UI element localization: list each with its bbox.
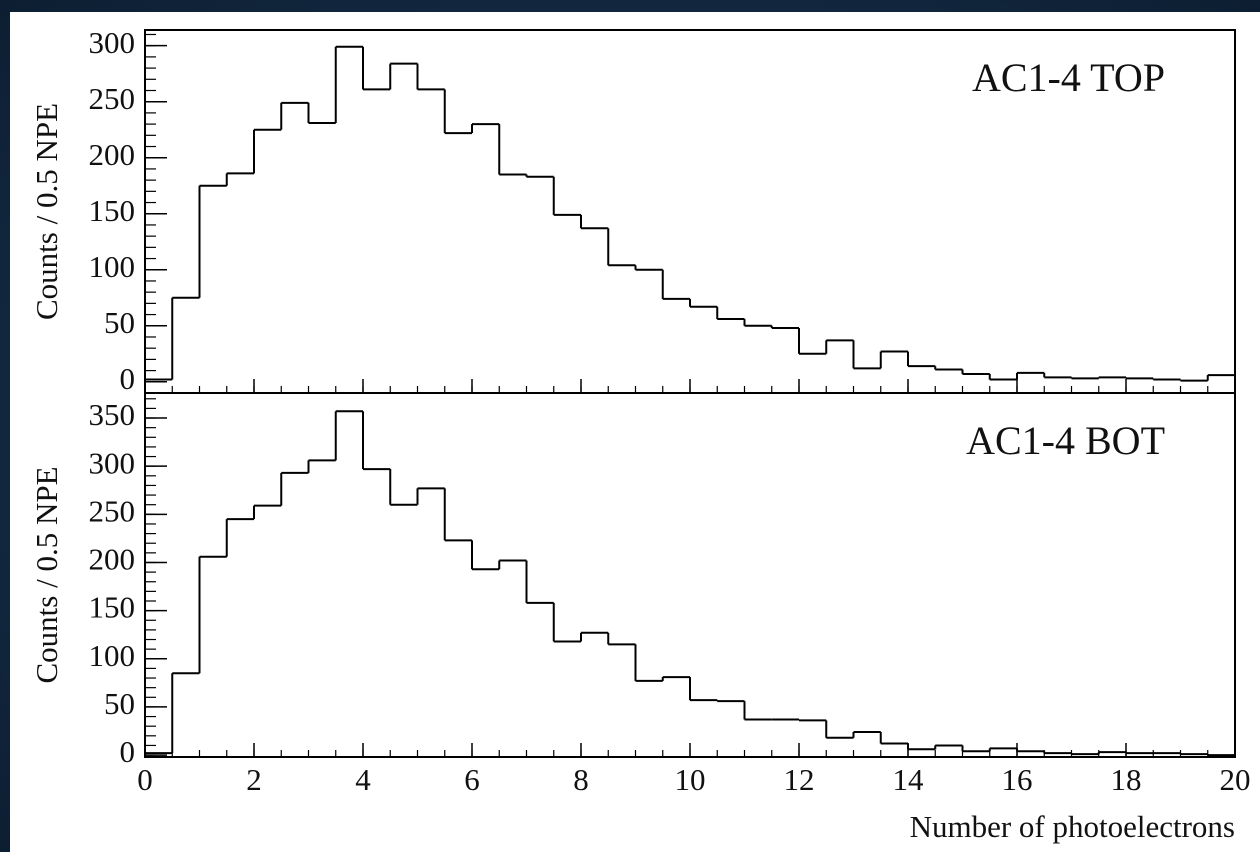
- x-axis-label: Number of photoelectrons: [910, 809, 1235, 844]
- x-tick-label: 8: [573, 762, 589, 797]
- annotation: AC1-4 BOT: [966, 418, 1165, 463]
- y-tick-label: 300: [89, 25, 136, 60]
- x-tick-label: 20: [1220, 762, 1251, 797]
- y-axis-label: Counts / 0.5 NPE: [29, 466, 64, 683]
- y-tick-label: 200: [89, 137, 136, 172]
- y-tick-label: 150: [89, 193, 136, 228]
- x-tick-label: 0: [137, 762, 153, 797]
- y-axis-label: Counts / 0.5 NPE: [29, 103, 64, 320]
- x-tick-label: 4: [355, 762, 371, 797]
- x-tick-label: 18: [1111, 762, 1142, 797]
- y-tick-label: 250: [89, 493, 136, 528]
- y-tick-label: 250: [89, 81, 136, 116]
- panel: [10, 12, 1260, 852]
- x-tick-label: 10: [675, 762, 706, 797]
- y-tick-label: 350: [89, 397, 136, 432]
- y-tick-label: 50: [104, 686, 135, 721]
- y-tick-label: 0: [120, 361, 136, 396]
- y-tick-label: 100: [89, 249, 136, 284]
- y-tick-label: 100: [89, 638, 136, 673]
- x-tick-label: 14: [893, 762, 925, 797]
- y-tick-label: 150: [89, 590, 136, 625]
- x-tick-label: 16: [1002, 762, 1033, 797]
- y-tick-label: 0: [120, 734, 136, 769]
- x-tick-label: 12: [784, 762, 815, 797]
- annotation: AC1-4 TOP: [972, 55, 1165, 100]
- x-tick-label: 2: [246, 762, 262, 797]
- y-tick-label: 300: [89, 445, 136, 480]
- x-tick-label: 6: [464, 762, 480, 797]
- y-tick-label: 50: [104, 305, 135, 340]
- y-tick-label: 200: [89, 542, 136, 577]
